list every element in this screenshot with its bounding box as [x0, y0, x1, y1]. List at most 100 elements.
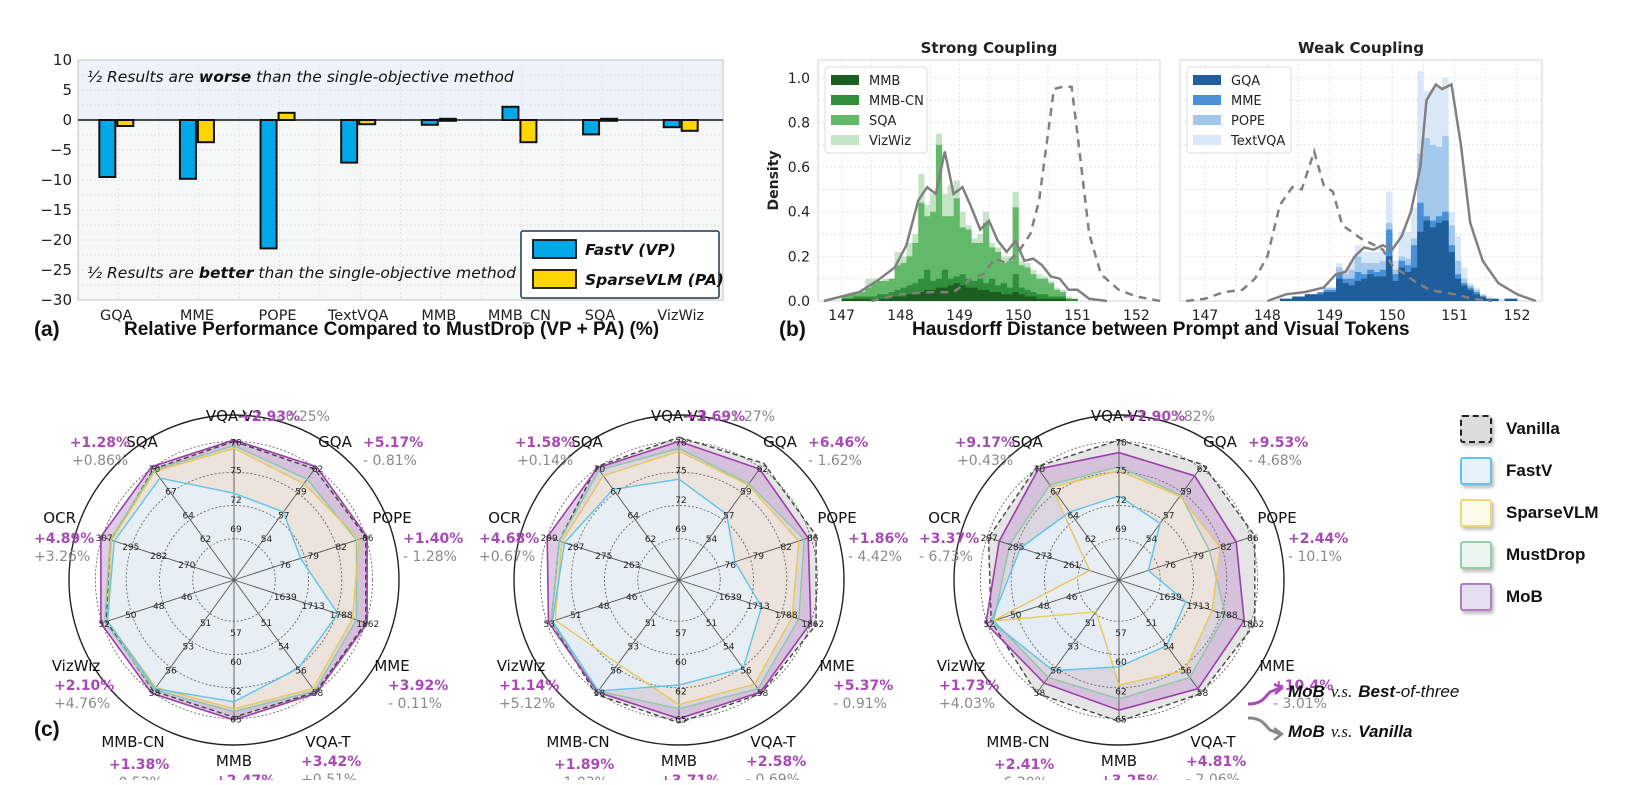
vs-vanilla-delta: - 1.28% — [403, 549, 457, 565]
best-of-three-delta: +2.10% — [54, 678, 114, 694]
vs-vanilla-delta: - 6.73% — [919, 549, 973, 565]
hist-bar-gqa — [1392, 280, 1399, 301]
spoke — [1118, 536, 1253, 581]
legend-label: MustDrop — [1506, 545, 1586, 564]
radar-line-sparsevlm — [992, 470, 1221, 686]
hist-bar-mmb-cn — [1036, 294, 1043, 301]
hist-bar-sqa — [888, 278, 895, 301]
axis-tick-label: 75 — [1115, 466, 1126, 476]
axis-tick-label: 75 — [230, 466, 241, 476]
y-tick-label: 0.0 — [788, 294, 810, 310]
axis-tick-label: 54 — [1163, 643, 1175, 653]
y-tick-label: −10 — [40, 171, 72, 189]
hist-bar-sqa — [1036, 278, 1043, 301]
axis-tick-label: 58 — [312, 689, 324, 699]
axis-tick-label: 48 — [153, 602, 165, 612]
axis-tick-label: 52 — [983, 620, 994, 630]
hist-bar-gqa — [1467, 289, 1474, 301]
axis-tick-label: 60 — [1115, 658, 1127, 668]
best-of-three-delta: +1.28% — [70, 435, 130, 451]
axis-label: MMB — [216, 752, 252, 770]
note-best-c: -of-three — [1395, 682, 1460, 701]
axis-tick-label: 59 — [740, 488, 752, 498]
hist-bar-mmb — [953, 283, 960, 301]
hist-bar-sqa — [1024, 267, 1031, 301]
hist-bar-mmb — [1018, 294, 1025, 301]
spoke — [1036, 466, 1120, 581]
vs-vanilla-delta: - 0.25% — [276, 409, 330, 425]
axis-tick-label: 285 — [1007, 543, 1024, 553]
axis-tick-label: 70 — [594, 465, 606, 475]
axis-tick-label: 57 — [1115, 629, 1126, 639]
axis-tick-label: 263 — [623, 561, 640, 571]
note-vanilla-vs: v.s. — [1330, 722, 1353, 741]
hist-bar-sqa — [924, 216, 931, 301]
legend-swatch — [1193, 95, 1221, 105]
axis-tick-label: 1862 — [1241, 620, 1264, 630]
axis-tick-label: 51 — [200, 619, 211, 629]
legend-swatch-mob — [1460, 583, 1492, 611]
axis-tick-label: 46 — [626, 593, 638, 603]
hist-bar-mmb-cn — [1071, 298, 1078, 301]
vs-vanilla-delta: - 1.03% — [554, 775, 608, 780]
x-tick-label: 150 — [1379, 308, 1406, 324]
hist-bar-mmb — [959, 285, 966, 301]
hist-bar-mmb — [935, 287, 943, 301]
hist-bar-gqa — [1429, 227, 1437, 301]
hist-bar-sqa — [847, 294, 854, 301]
x-tick-label: 151 — [1441, 308, 1468, 324]
axis-tick-label: 53 — [183, 643, 194, 653]
axis-tick-label: 54 — [723, 643, 735, 653]
hist-bar-mmb — [1030, 296, 1037, 301]
hist-bar-sqa — [989, 247, 996, 301]
vs-vanilla-delta: +3.26% — [34, 549, 90, 565]
y-tick-label: 1.0 — [788, 71, 810, 87]
axis-tick-label: 78 — [230, 438, 242, 448]
axis-tick-label: 58 — [149, 689, 161, 699]
axis-tick-label: 275 — [595, 552, 612, 562]
hist-bar-mmb — [1042, 298, 1049, 301]
axis-tick-label: 72 — [1115, 496, 1126, 506]
hist-bar-gqa — [1485, 298, 1493, 301]
spoke — [678, 536, 813, 581]
legend-swatch — [1193, 115, 1221, 125]
legend-label: Vanilla — [1506, 419, 1560, 438]
axis-tick-label: 57 — [1163, 511, 1174, 521]
axis-tick-label: 70 — [1034, 465, 1046, 475]
hist-bar-mmb — [918, 292, 925, 301]
x-tick-label: 149 — [946, 308, 973, 324]
axis-tick-label: 86 — [1247, 534, 1259, 544]
hist-bar-gqa — [1410, 267, 1418, 301]
hist-bar-mmb — [1000, 294, 1007, 301]
axis-label: MME — [819, 657, 854, 675]
axis-label: GQA — [763, 433, 797, 451]
bar-chart-relative-performance: 10 5 0 −5 −10 −15 −20 −25 −30 GQA MME POPE TextVQA MM… — [40, 51, 724, 324]
axis-tick-label: 1713 — [302, 602, 325, 612]
axis-tick-label: 59 — [1180, 488, 1192, 498]
vs-vanilla-delta: +0.43% — [957, 453, 1013, 469]
axis-tick-label: 1713 — [747, 602, 770, 612]
axis-label: GQA — [318, 433, 352, 451]
axis-tick-label: 58 — [1197, 689, 1209, 699]
hist-bar-gqa — [1373, 276, 1381, 301]
hist-bar-mmb — [1059, 298, 1066, 301]
best-of-three-delta: +1.86% — [848, 531, 908, 547]
hist-bar-gqa — [1304, 294, 1312, 301]
axis-tick-label: 65 — [230, 716, 241, 726]
hist-bar-mmb — [853, 298, 860, 301]
axis-tick-label: 270 — [178, 561, 195, 571]
axis-tick-label: 46 — [181, 593, 193, 603]
y-tick-label: 0.6 — [788, 160, 810, 176]
vs-vanilla-delta: +0.51% — [301, 772, 357, 780]
vs-vanilla-delta: +5.12% — [499, 696, 555, 712]
spoke — [1118, 579, 1202, 694]
axis-label: MMB — [1101, 752, 1137, 770]
axis-tick-label: 82 — [780, 543, 791, 553]
axis-tick-label: 58 — [594, 689, 606, 699]
hist-bar-mmb — [977, 289, 984, 301]
axis-tick-label: 62 — [1085, 535, 1096, 545]
axis-tick-label: 57 — [230, 629, 241, 639]
axis-tick-label: 67 — [610, 488, 621, 498]
best-of-three-delta: +2.58% — [746, 754, 806, 770]
kde-solid-line — [1266, 82, 1537, 303]
